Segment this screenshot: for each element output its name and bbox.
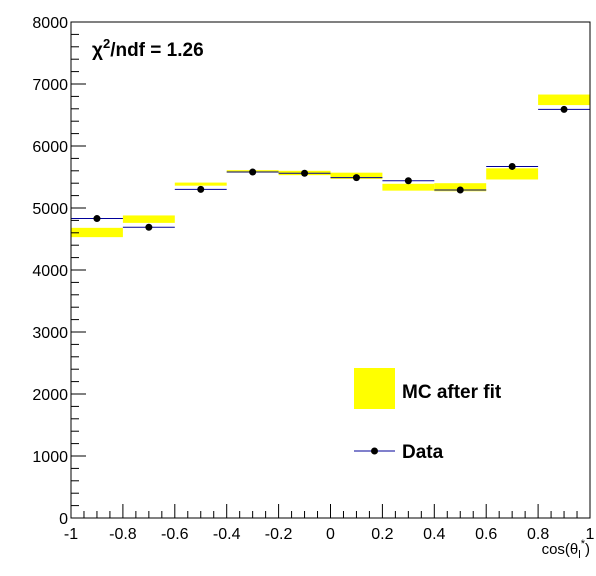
y-axis-ticks: 0 1000 2000 3000 4000 5000 6000 7000 8000 — [32, 15, 86, 528]
data-point — [508, 162, 516, 170]
plot-frame — [70, 21, 591, 519]
mc-band-bin — [382, 183, 435, 191]
y-tick-label: 5000 — [32, 201, 68, 218]
chi2-symbol: χ — [92, 40, 103, 61]
legend-label-mc: MC after fit — [402, 382, 502, 403]
data-point — [404, 177, 412, 185]
data-point — [197, 185, 205, 193]
legend-label-data: Data — [402, 442, 444, 463]
x-tick-label: -0.8 — [109, 526, 137, 543]
x-tick-label: 0.6 — [475, 526, 497, 543]
data-point — [93, 215, 101, 223]
chi2-annotation: χ2/ndf = 1.26 — [92, 36, 204, 61]
legend-marker-data — [371, 447, 378, 455]
x-tick-label: -0.2 — [265, 526, 293, 543]
data-point — [249, 168, 257, 176]
chi2-value: /ndf = 1.26 — [110, 40, 203, 61]
y-tick-label: 2000 — [32, 387, 68, 404]
y-tick-label: 7000 — [32, 77, 68, 94]
x-tick-label: -0.6 — [161, 526, 189, 543]
x-axis-ticks: -1 -0.8 -0.6 -0.4 -0.2 0 0.2 0.4 0.6 0.8 1 — [64, 504, 595, 543]
data-point — [560, 105, 568, 113]
mc-band-bin — [71, 227, 123, 238]
legend-swatch-mc — [354, 368, 395, 409]
x-tick-label: 0.4 — [423, 526, 445, 543]
x-tick-label: 0.8 — [527, 526, 549, 543]
mc-band-bin — [174, 182, 227, 186]
mc-band-bin — [486, 168, 539, 180]
data-point — [145, 223, 153, 231]
x-tick-label: 0.2 — [371, 526, 393, 543]
mc-band-bin — [538, 94, 590, 106]
x-tick-label: -1 — [64, 526, 78, 543]
data-point — [456, 186, 464, 194]
data-point — [301, 169, 309, 177]
y-tick-label: 8000 — [32, 15, 68, 32]
data-point-layer — [71, 105, 590, 231]
x-axis-title: cos(θl*) — [542, 538, 590, 561]
x-tick-label: -0.4 — [213, 526, 241, 543]
y-tick-label: 1000 — [32, 449, 68, 466]
y-tick-label: 0 — [59, 511, 68, 528]
y-tick-label: 6000 — [32, 139, 68, 156]
x-tick-label: 1 — [586, 526, 595, 543]
y-tick-label: 3000 — [32, 325, 68, 342]
data-point — [352, 174, 360, 182]
chi2-exponent: 2 — [103, 36, 110, 51]
x-tick-label: 0 — [326, 526, 335, 543]
mc-band-bin — [122, 215, 175, 223]
y-tick-label: 4000 — [32, 263, 68, 280]
legend: MC after fit Data — [354, 368, 502, 463]
